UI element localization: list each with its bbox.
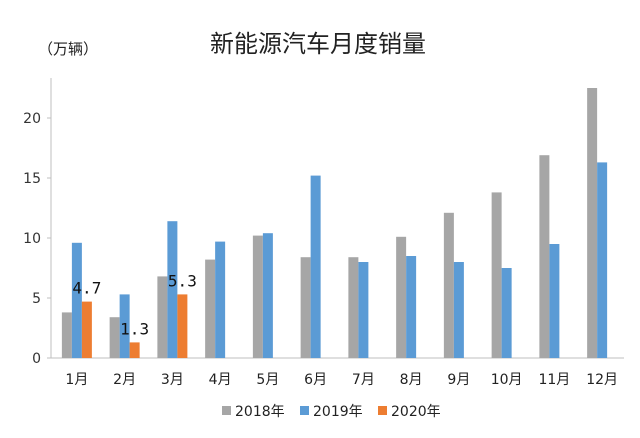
bar bbox=[177, 294, 188, 358]
data-label: 1.3 bbox=[120, 319, 149, 338]
legend-swatch bbox=[378, 406, 387, 415]
x-tick-label: 11月 bbox=[538, 372, 570, 388]
x-tick-label: 1月 bbox=[65, 372, 88, 388]
bar bbox=[157, 276, 168, 358]
x-tick-label: 6月 bbox=[304, 372, 327, 388]
x-tick-label: 10月 bbox=[491, 372, 523, 388]
x-tick-label: 2月 bbox=[113, 372, 136, 388]
legend-entry: 2018年 bbox=[235, 404, 285, 420]
y-tick-label: 15 bbox=[23, 171, 41, 187]
x-tick-label: 8月 bbox=[400, 372, 423, 388]
bar bbox=[597, 162, 608, 358]
bar bbox=[215, 241, 226, 358]
axes: 0 5 10 15 20 1月 2月 3月 4月 5月 6月 7月 8月 9月 10月 11月 12月 bbox=[23, 78, 624, 388]
bar bbox=[358, 262, 369, 358]
data-labels: 4.7 1.3 5.3 bbox=[72, 271, 196, 338]
bar bbox=[205, 259, 216, 358]
x-tick-label: 9月 bbox=[447, 372, 470, 388]
y-tick-label: 0 bbox=[32, 351, 41, 367]
y-tick-label: 20 bbox=[23, 111, 41, 127]
bar bbox=[252, 235, 263, 358]
y-tick-label: 5 bbox=[32, 291, 41, 307]
chart-title: 新能源汽车月度销量 bbox=[210, 30, 426, 58]
y-tick-label: 10 bbox=[23, 231, 41, 247]
bars bbox=[61, 88, 608, 358]
bar bbox=[491, 192, 502, 358]
data-label: 4.7 bbox=[72, 279, 101, 298]
bar bbox=[109, 317, 120, 358]
bar bbox=[167, 221, 178, 358]
bar bbox=[587, 88, 598, 358]
bar bbox=[81, 301, 92, 358]
y-unit-label: （万辆） bbox=[38, 40, 98, 58]
legend-entry: 2020年 bbox=[391, 404, 441, 420]
bar bbox=[61, 312, 72, 358]
legend: 2018年 2019年 2020年 bbox=[222, 404, 441, 420]
x-tick-label: 4月 bbox=[209, 372, 232, 388]
legend-entry: 2019年 bbox=[313, 404, 363, 420]
bar bbox=[539, 155, 550, 358]
bar bbox=[119, 294, 130, 358]
bar bbox=[406, 256, 417, 358]
bar bbox=[310, 175, 321, 358]
bar bbox=[348, 257, 359, 358]
x-tick-label: 5月 bbox=[256, 372, 279, 388]
bar bbox=[549, 244, 560, 358]
legend-swatch bbox=[300, 406, 309, 415]
bar bbox=[396, 236, 407, 358]
x-tick-label: 3月 bbox=[161, 372, 184, 388]
bar bbox=[129, 342, 140, 358]
bar bbox=[262, 233, 273, 358]
bar bbox=[443, 212, 454, 358]
x-tick-label: 12月 bbox=[586, 372, 618, 388]
bar bbox=[453, 262, 464, 358]
bar bbox=[71, 242, 82, 358]
bar bbox=[501, 268, 512, 358]
legend-swatch bbox=[222, 406, 231, 415]
bar bbox=[300, 257, 311, 358]
data-label: 5.3 bbox=[168, 271, 197, 290]
x-tick-label: 7月 bbox=[352, 372, 375, 388]
